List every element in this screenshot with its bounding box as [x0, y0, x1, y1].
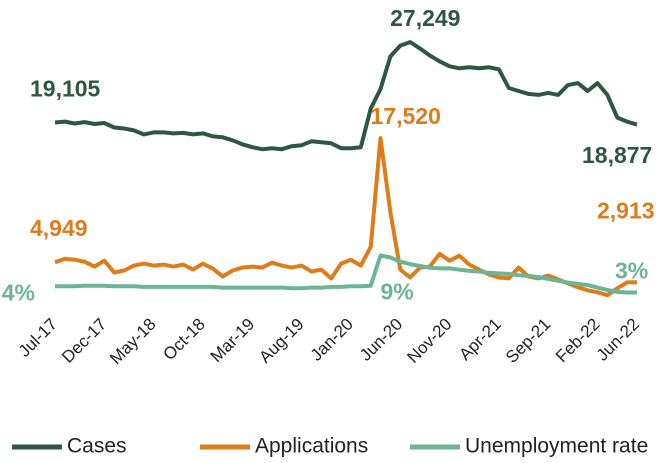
legend-label: Cases — [67, 435, 127, 458]
data-label: 2,913 — [597, 197, 655, 223]
data-label: 4,949 — [30, 215, 88, 241]
series-line — [54, 40, 638, 152]
legend-label: Unemployment rate — [465, 435, 648, 458]
x-tick-label: Jul-17 — [15, 315, 61, 361]
x-tick-label: Feb-22 — [552, 315, 604, 367]
x-tick-label: Jun-20 — [356, 315, 406, 365]
data-label: 18,877 — [582, 142, 652, 168]
data-label: 9% — [381, 279, 414, 305]
legend-label: Applications — [255, 435, 368, 458]
x-tick-label: Jan-20 — [307, 315, 357, 365]
series-line — [54, 136, 638, 298]
x-tick-label: Apr-21 — [455, 315, 505, 365]
data-label: 27,249 — [390, 5, 460, 31]
data-label: 19,105 — [30, 76, 101, 102]
x-tick-label: Sep-21 — [502, 315, 554, 367]
x-tick-label: May-18 — [106, 315, 160, 369]
x-tick-label: Nov-20 — [403, 315, 455, 367]
data-label: 17,520 — [371, 103, 441, 129]
x-tick-label: Jun-22 — [593, 315, 643, 365]
data-label: 3% — [615, 258, 648, 284]
x-tick-label: Mar-19 — [207, 315, 259, 367]
x-tick-label: Dec-17 — [58, 315, 110, 367]
x-tick-label: Oct-18 — [159, 315, 209, 365]
x-tick-label: Aug-19 — [255, 315, 307, 367]
data-label: 4% — [2, 279, 35, 305]
series-line — [55, 253, 637, 295]
